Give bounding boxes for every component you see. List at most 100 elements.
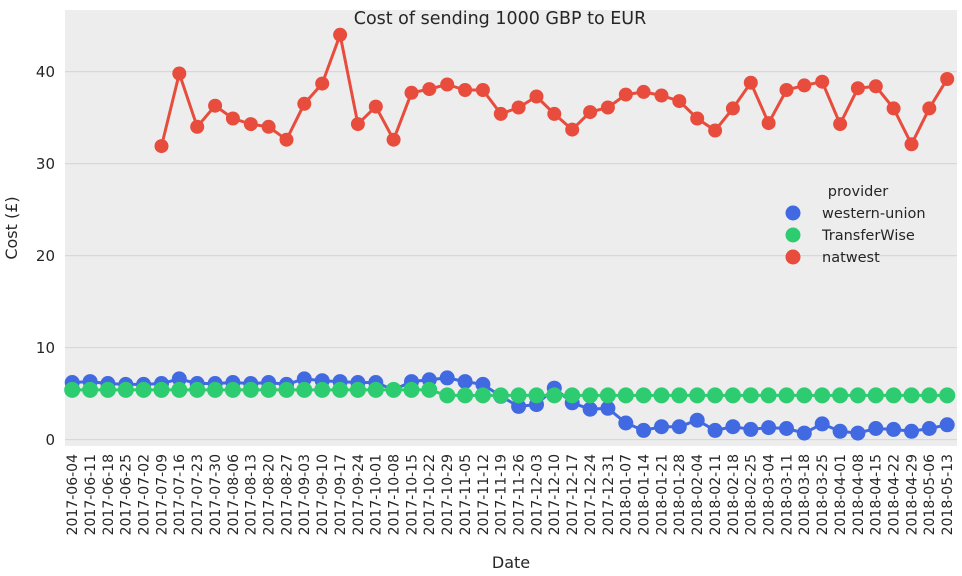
x-tick-label: 2017-09-10 (315, 454, 331, 535)
data-point-natwest (243, 117, 258, 132)
legend-marker-transferwise (785, 227, 801, 243)
data-point-natwest (190, 119, 205, 134)
data-point-TransferWise (921, 387, 938, 404)
data-point-TransferWise (421, 381, 438, 398)
data-point-natwest (350, 117, 365, 132)
x-tick-label: 2018-02-25 (744, 454, 760, 535)
data-point-TransferWise (528, 387, 545, 404)
data-point-western-union (939, 417, 955, 433)
data-point-western-union (779, 421, 794, 436)
data-point-TransferWise (582, 387, 599, 404)
x-tick-label: 2017-10-15 (404, 454, 420, 535)
data-point-natwest (833, 117, 848, 132)
data-point-western-union (511, 398, 527, 414)
data-point-natwest (600, 100, 615, 115)
data-point-TransferWise (224, 381, 241, 398)
series-layer (64, 27, 956, 441)
data-point-natwest (511, 100, 526, 115)
data-point-TransferWise (760, 387, 777, 404)
data-point-TransferWise (617, 387, 634, 404)
x-tick-label: 2018-04-29 (904, 454, 920, 535)
x-tick-label: 2017-09-24 (351, 454, 367, 535)
data-point-western-union (707, 422, 723, 438)
x-tick-label: 2017-09-17 (333, 454, 349, 535)
data-point-western-union (904, 423, 919, 439)
data-point-natwest (475, 83, 490, 97)
data-point-western-union (921, 421, 937, 436)
data-point-western-union (814, 416, 830, 432)
x-tick-label: 2018-03-18 (797, 454, 813, 535)
data-point-TransferWise (207, 381, 224, 398)
x-tick-label: 2017-10-22 (422, 454, 438, 535)
x-tick-label: 2018-02-04 (690, 454, 706, 535)
y-tick-label: 40 (36, 63, 55, 81)
data-point-western-union (868, 421, 884, 436)
data-point-natwest (225, 111, 240, 126)
data-point-natwest (850, 81, 865, 96)
data-point-TransferWise (135, 381, 152, 398)
x-tick-label: 2017-07-16 (172, 454, 188, 535)
data-point-natwest (154, 139, 169, 154)
x-tick-label: 2017-11-19 (494, 454, 510, 535)
x-tick-label: 2018-01-07 (619, 454, 635, 535)
x-tick-label: 2017-11-26 (512, 454, 528, 535)
data-point-TransferWise (242, 381, 259, 398)
legend-item-western-union: western-union (785, 205, 926, 222)
data-point-natwest (725, 101, 740, 116)
x-tick-label: 2017-10-01 (369, 454, 385, 535)
x-tick-label: 2017-06-25 (119, 454, 135, 535)
data-point-western-union (886, 421, 902, 437)
x-tick-label: 2017-12-24 (583, 454, 599, 535)
data-point-natwest (797, 78, 812, 93)
x-tick-label: 2017-08-13 (244, 454, 260, 535)
data-point-natwest (672, 94, 687, 109)
data-point-natwest (868, 79, 883, 94)
x-tick-labels: 2017-06-04 2017-06-11 2017-06-18 2017-06-25… (65, 454, 956, 535)
data-point-TransferWise (867, 387, 884, 404)
data-point-TransferWise (742, 387, 759, 404)
legend-label-natwest: natwest (822, 250, 880, 266)
data-point-natwest (761, 116, 776, 131)
data-point-natwest (886, 101, 901, 116)
x-tick-label: 2017-08-06 (226, 454, 242, 535)
data-point-natwest (261, 119, 276, 134)
data-point-TransferWise (296, 381, 313, 398)
legend-item-natwest: natwest (785, 249, 880, 266)
data-point-TransferWise (671, 387, 688, 404)
data-point-western-union (725, 419, 741, 435)
data-point-TransferWise (332, 381, 349, 398)
data-point-TransferWise (814, 387, 831, 404)
data-point-western-union (618, 415, 634, 431)
x-tick-label: 2018-01-28 (672, 454, 688, 535)
y-tick-labels: 0 10 20 30 40 (36, 63, 55, 449)
legend-label-western-union: western-union (822, 206, 926, 222)
data-point-TransferWise (939, 387, 956, 404)
x-tick-label: 2017-08-20 (262, 454, 278, 535)
data-point-TransferWise (564, 387, 581, 404)
data-point-TransferWise (367, 381, 384, 398)
legend-marker-western-union (785, 205, 801, 221)
data-point-western-union (850, 425, 866, 441)
data-point-natwest (422, 82, 437, 97)
data-point-natwest (493, 106, 508, 121)
data-point-natwest (368, 99, 383, 114)
data-point-western-union (600, 400, 616, 416)
data-point-natwest (279, 132, 294, 147)
data-point-western-union (457, 374, 473, 390)
x-tick-label: 2018-03-11 (779, 454, 795, 535)
y-tick-label: 10 (36, 339, 55, 357)
data-point-TransferWise (796, 387, 813, 404)
data-point-TransferWise (439, 387, 456, 404)
x-tick-label: 2017-07-23 (190, 454, 206, 535)
data-point-western-union (439, 370, 455, 386)
y-tick-label: 20 (36, 247, 55, 265)
data-point-natwest (297, 96, 312, 111)
data-point-natwest (458, 83, 473, 97)
x-tick-label: 2018-01-14 (637, 454, 653, 535)
data-point-natwest (404, 85, 419, 100)
data-point-natwest (636, 84, 651, 99)
data-point-natwest (940, 72, 955, 86)
x-tick-label: 2017-12-10 (547, 454, 563, 535)
data-point-natwest (583, 105, 598, 120)
